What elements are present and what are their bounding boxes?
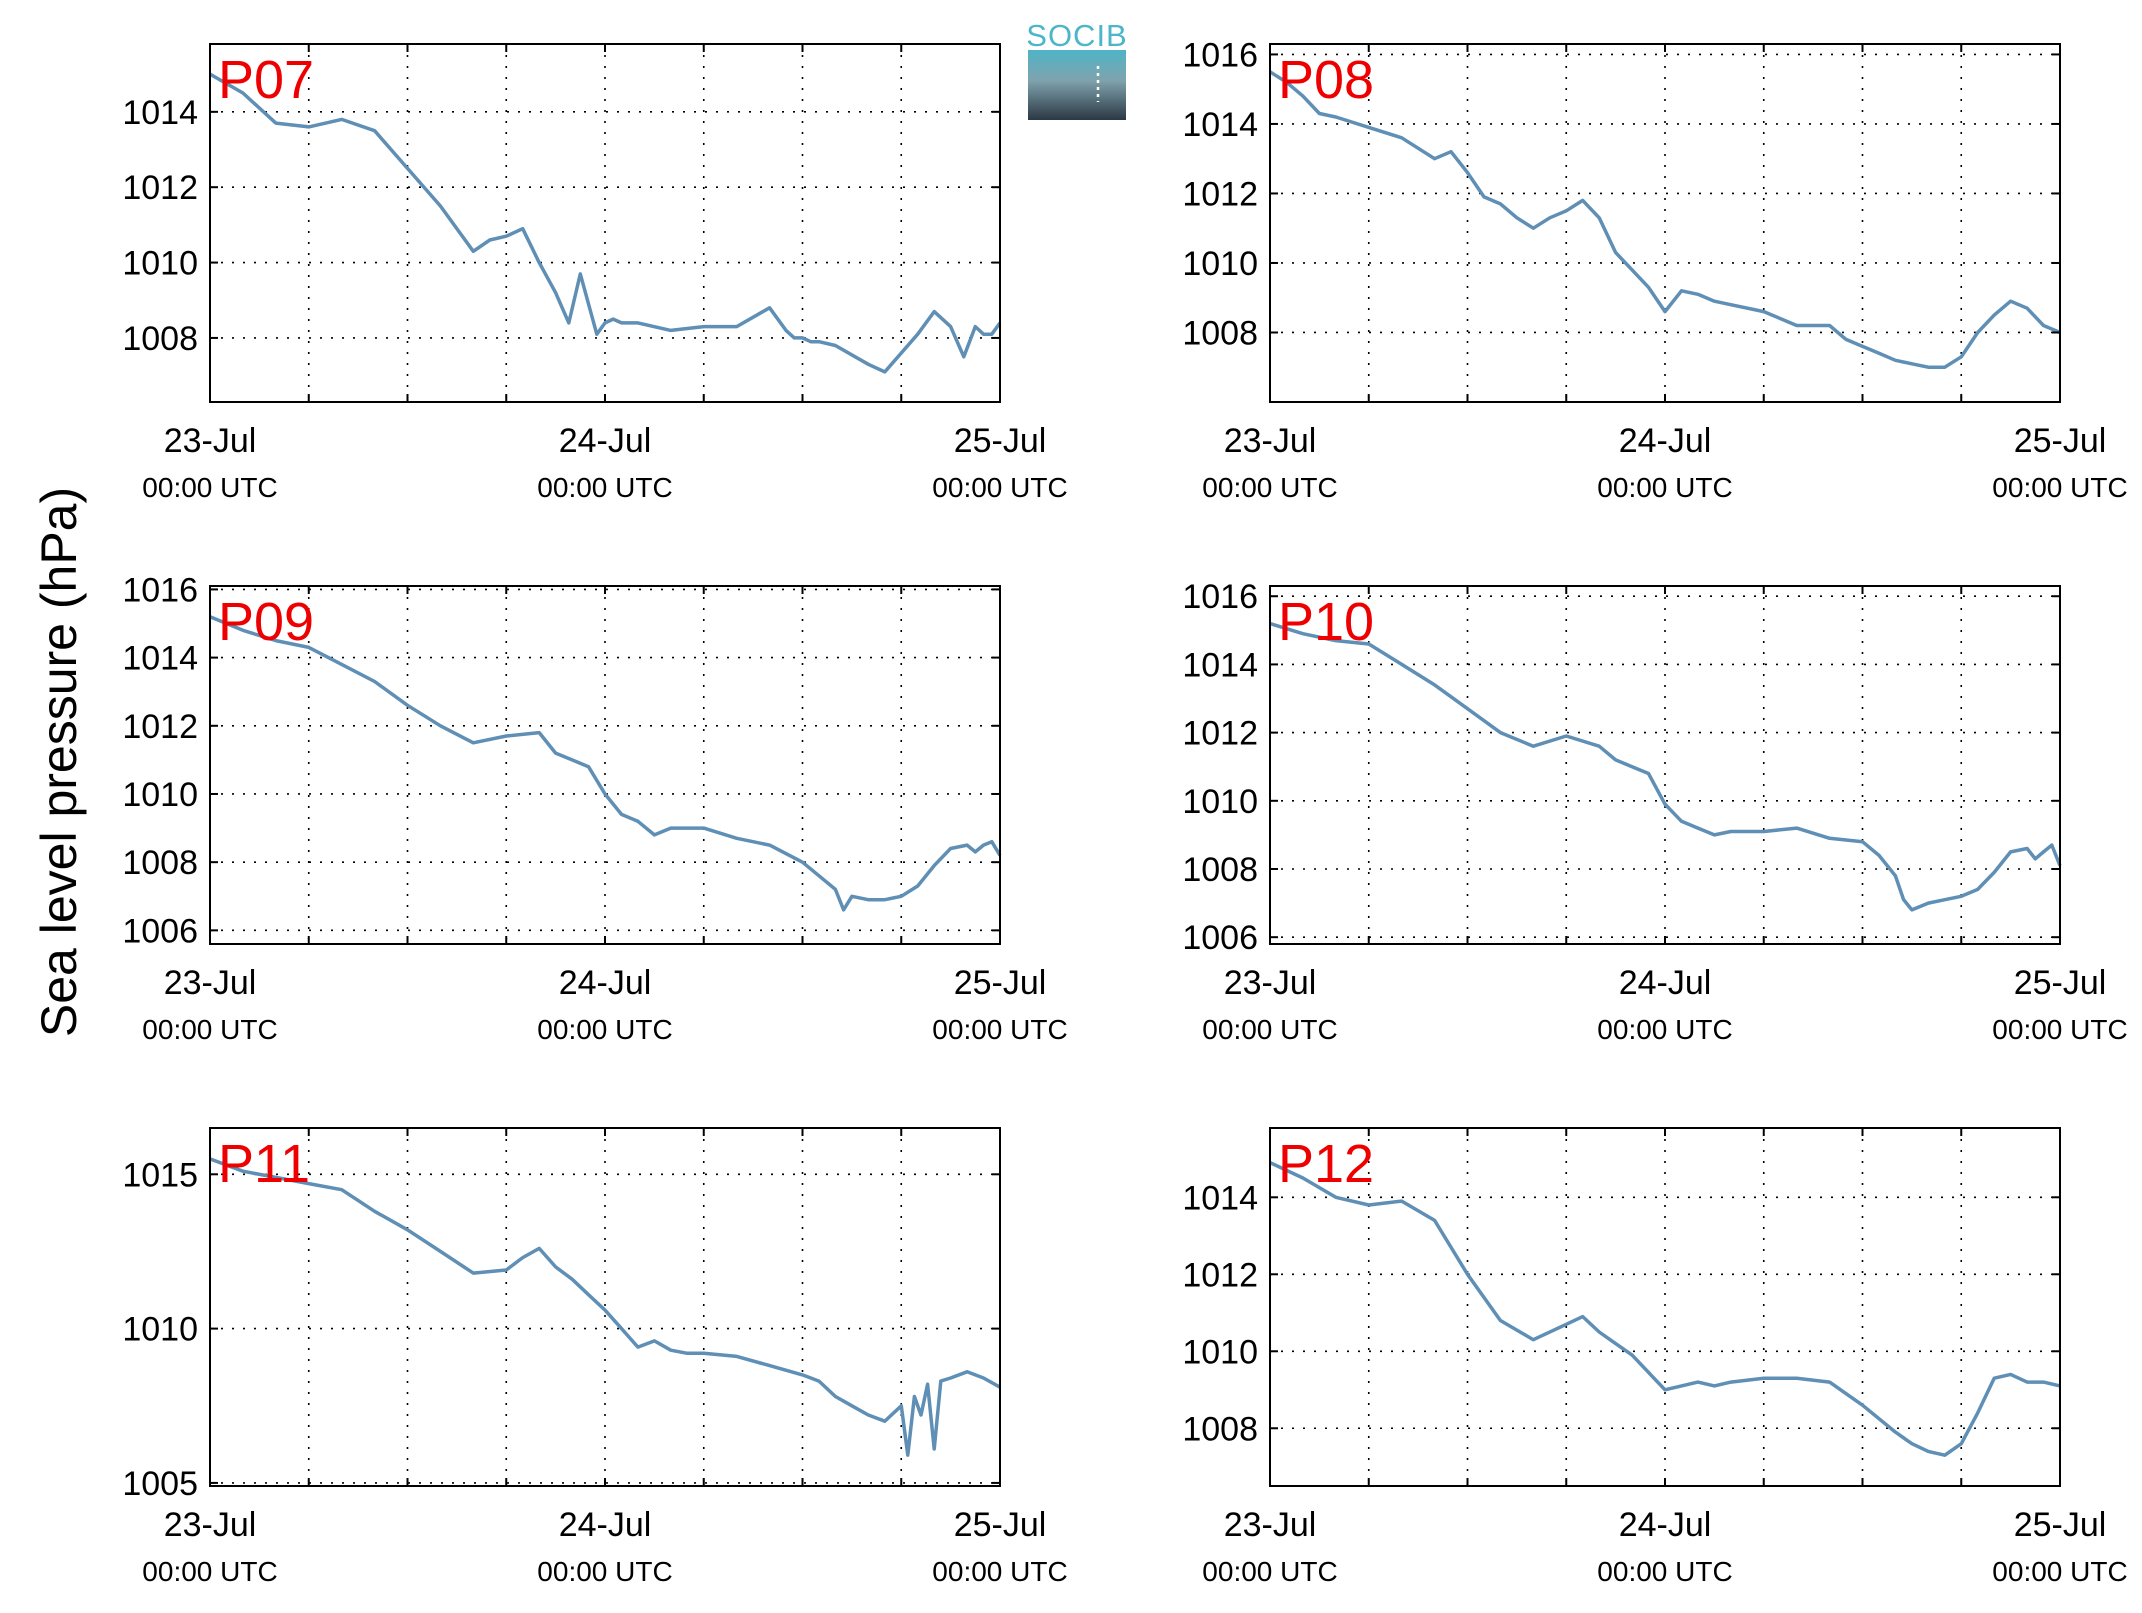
- x-tick-label-date: 23-Jul: [1224, 964, 1317, 1002]
- x-tick-label-time: 00:00 UTC: [537, 472, 672, 503]
- y-tick-label: 1016: [122, 571, 198, 609]
- y-tick-label: 1006: [1182, 919, 1258, 957]
- y-tick-label: 1016: [1182, 578, 1258, 616]
- y-tick-label: 1008: [122, 844, 198, 882]
- x-tick-label-date: 25-Jul: [2014, 964, 2107, 1002]
- x-tick-label-date: 23-Jul: [164, 964, 257, 1002]
- x-tick-label-date: 25-Jul: [2014, 1506, 2107, 1544]
- series-line-p08: [1269, 70, 2061, 369]
- series-line-p07: [209, 72, 1002, 374]
- plot-area: [210, 44, 1000, 402]
- panel-label-p08: P08: [1278, 50, 1374, 110]
- panel-label-p07: P07: [218, 50, 314, 110]
- y-tick-label: 1012: [122, 708, 198, 746]
- plot-area: [1270, 1128, 2060, 1486]
- logo-text: SOCIB: [1026, 18, 1127, 53]
- y-tick-label: 1012: [1182, 1256, 1258, 1294]
- x-tick-label-date: 23-Jul: [1224, 422, 1317, 460]
- x-tick-label-time: 00:00 UTC: [1992, 472, 2127, 503]
- x-tick-label-date: 24-Jul: [1619, 1506, 1712, 1544]
- y-tick-label: 1015: [122, 1156, 198, 1194]
- panels: 1008 1010 1012 1014 23-Jul 00:00 UTC 24-Jul 00:…: [122, 36, 2127, 1587]
- x-tick-label-date: 25-Jul: [954, 1506, 1047, 1544]
- x-tick-label-date: 24-Jul: [1619, 422, 1712, 460]
- y-tick-label: 1008: [122, 320, 198, 358]
- y-tick-label: 1010: [1182, 245, 1258, 283]
- x-tick-label-time: 00:00 UTC: [1597, 472, 1732, 503]
- x-tick-label-time: 00:00 UTC: [142, 1556, 277, 1587]
- series-line-p12: [1269, 1161, 2061, 1457]
- x-tick-label-time: 00:00 UTC: [1202, 1014, 1337, 1045]
- panel-p10: 1006 1008 1010 1012 1014 1016 23-Jul 00:00 UTC 2…: [1182, 578, 2127, 1045]
- y-tick-label: 1012: [1182, 175, 1258, 213]
- logo-block: [1028, 48, 1126, 120]
- logo-text-band: [1028, 20, 1126, 50]
- y-tick-label: 1014: [1182, 1179, 1258, 1217]
- y-tick-label: 1014: [122, 94, 198, 132]
- series-line-p10: [1269, 621, 2062, 912]
- x-tick-label-date: 23-Jul: [164, 1506, 257, 1544]
- x-tick-label-date: 23-Jul: [164, 422, 257, 460]
- panel-p12: 1008 1010 1012 1014 23-Jul 00:00 UTC 24-Jul 00:…: [1182, 1127, 2128, 1587]
- x-tick-label-date: 23-Jul: [1224, 1506, 1317, 1544]
- x-tick-label-time: 00:00 UTC: [1202, 1556, 1337, 1587]
- panel-p08: 1008 1010 1012 1014 1016 23-Jul 00:00 UTC 24-Ju…: [1182, 36, 2127, 503]
- x-tick-label-date: 25-Jul: [954, 964, 1047, 1002]
- panel-label-p10: P10: [1278, 592, 1374, 652]
- series-line-p09: [209, 615, 1002, 912]
- x-tick-label-date: 25-Jul: [954, 422, 1047, 460]
- y-tick-label: 1010: [122, 1311, 198, 1349]
- x-tick-label-time: 00:00 UTC: [932, 1556, 1067, 1587]
- y-axis-label: Sea level pressure (hPa): [31, 487, 87, 1037]
- x-tick-label-time: 00:00 UTC: [537, 1556, 672, 1587]
- panel-label-p12: P12: [1278, 1134, 1374, 1194]
- panel-p07: 1008 1010 1012 1014 23-Jul 00:00 UTC 24-Jul 00:…: [122, 43, 1068, 503]
- panel-label-p09: P09: [218, 592, 314, 652]
- x-tick-label-time: 00:00 UTC: [142, 472, 277, 503]
- x-tick-label-date: 25-Jul: [2014, 422, 2107, 460]
- x-tick-label-date: 24-Jul: [559, 1506, 652, 1544]
- panel-label-p11: P11: [218, 1134, 310, 1194]
- y-tick-label: 1010: [1182, 1333, 1258, 1371]
- y-tick-label: 1010: [122, 776, 198, 814]
- x-tick-label-time: 00:00 UTC: [1202, 472, 1337, 503]
- socib-logo: SOCIB: [1026, 18, 1127, 120]
- series-line-p11: [209, 1157, 1001, 1457]
- x-tick-label-date: 24-Jul: [559, 964, 652, 1002]
- plot-area: [210, 1128, 1000, 1486]
- y-tick-label: 1006: [122, 912, 198, 950]
- y-tick-label: 1012: [122, 169, 198, 207]
- y-tick-label: 1008: [1182, 851, 1258, 889]
- y-tick-label: 1008: [1182, 314, 1258, 352]
- x-tick-label-time: 00:00 UTC: [932, 1014, 1067, 1045]
- y-tick-label: 1012: [1182, 715, 1258, 753]
- x-tick-label-time: 00:00 UTC: [142, 1014, 277, 1045]
- y-tick-label: 1010: [122, 245, 198, 283]
- x-tick-label-date: 24-Jul: [1619, 964, 1712, 1002]
- y-tick-label: 1014: [1182, 646, 1258, 684]
- x-tick-label-time: 00:00 UTC: [1992, 1014, 2127, 1045]
- y-tick-label: 1016: [1182, 36, 1258, 74]
- y-tick-label: 1010: [1182, 783, 1258, 821]
- plot-area: [1270, 44, 2060, 402]
- y-tick-label: 1005: [122, 1465, 198, 1503]
- y-tick-label: 1014: [122, 640, 198, 678]
- x-tick-label-date: 24-Jul: [559, 422, 652, 460]
- plot-area: [1270, 586, 2060, 944]
- x-tick-label-time: 00:00 UTC: [1597, 1556, 1732, 1587]
- x-tick-label-time: 00:00 UTC: [932, 472, 1067, 503]
- x-tick-label-time: 00:00 UTC: [1597, 1014, 1732, 1045]
- x-tick-label-time: 00:00 UTC: [537, 1014, 672, 1045]
- y-tick-label: 1014: [1182, 106, 1258, 144]
- panel-p09: 1006 1008 1010 1012 1014 1016 23-Jul 00:00 UTC 2…: [122, 571, 1067, 1045]
- panel-p11: 1005 1010 1015 23-Jul 00:00 UTC 24-Jul 00:00 U…: [122, 1127, 1068, 1587]
- x-tick-label-time: 00:00 UTC: [1992, 1556, 2127, 1587]
- y-tick-label: 1008: [1182, 1410, 1258, 1448]
- plot-area: [210, 586, 1000, 944]
